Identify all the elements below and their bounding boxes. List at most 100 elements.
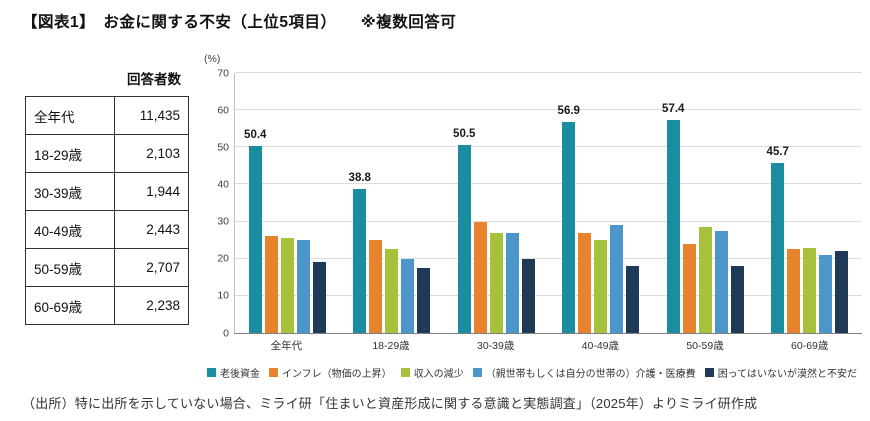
y-tick-label: 30 — [217, 215, 229, 228]
y-tick-label: 40 — [217, 178, 229, 191]
respondent-count-cell: 2,707 — [114, 248, 189, 287]
age-band-cell: 18-29歳 — [25, 134, 115, 173]
legend-swatch — [472, 368, 482, 377]
bar-series-4 — [417, 268, 431, 333]
bar-group: 50.4 — [235, 73, 340, 333]
bar-series-3 — [610, 225, 624, 333]
respondent-count-cell: 11,435 — [114, 96, 189, 135]
bar-group: 50.5 — [444, 73, 549, 333]
bar-series-4 — [835, 251, 849, 333]
x-axis-label: 50-59歳 — [686, 340, 724, 352]
bar-series-2 — [489, 232, 503, 333]
y-axis-unit: (%) — [204, 53, 221, 65]
bar-group: 57.4 — [653, 73, 758, 333]
plot-area: 0 10 20 30 40 50 60 70 50.4 38.8 50.5 56.9 57.4 45.7 — [217, 68, 862, 338]
legend-label: 収入の減少 — [413, 369, 464, 380]
table-row: 全年代 11,435 — [25, 96, 189, 135]
y-tick-label: 10 — [217, 289, 229, 302]
respondents-table-grid: 全年代 11,435 18-29歳 2,103 30-39歳 1,944 40-49歳 2,4… — [25, 96, 189, 325]
gridline — [235, 183, 862, 185]
bar-value-label: 50.4 — [244, 128, 267, 141]
table-row: 50-59歳 2,707 — [25, 248, 189, 287]
bar-series-2 — [698, 227, 712, 333]
legend-item: 困ってはいないが漠然と不安だ — [704, 365, 857, 380]
legend-swatch — [268, 368, 278, 377]
bar-series-0: 45.7 — [767, 147, 789, 333]
y-tick-label: 70 — [217, 66, 229, 79]
legend-item: 老後資金 — [206, 365, 260, 380]
x-axis-labels: 全年代 18-29歳 30-39歳 40-49歳 50-59歳 60-69歳 — [234, 338, 862, 353]
legend-item: （親世帯もしくは自分の世帯の）介護・医療費 — [472, 365, 696, 380]
age-band-cell: 40-49歳 — [25, 210, 115, 249]
respondent-count-cell: 1,944 — [114, 172, 189, 211]
bar-chart: (%) 0 10 20 30 40 50 60 70 50.4 38.8 50.5 56.9 57.4 4… — [202, 53, 862, 380]
respondent-count-cell: 2,238 — [114, 286, 189, 325]
legend-label: インフレ（物価の上昇） — [281, 369, 392, 380]
bar-series-3 — [714, 230, 728, 333]
age-band-cell: 30-39歳 — [25, 172, 115, 211]
legend-label: 困ってはいないが漠然と不安だ — [717, 369, 857, 380]
bar-series-4 — [521, 258, 535, 333]
bar-value-label: 56.9 — [557, 104, 580, 117]
legend-swatch — [400, 368, 410, 377]
table-row: 18-29歳 2,103 — [25, 134, 189, 173]
gridline — [235, 294, 862, 296]
y-tick-label: 20 — [217, 252, 229, 265]
bar-group: 45.7 — [758, 73, 863, 333]
y-tick-label: 50 — [217, 141, 229, 154]
bar-series-4 — [626, 266, 640, 333]
bar-series-4 — [730, 266, 744, 333]
bar-series-2 — [385, 249, 399, 333]
x-axis-label: 全年代 — [270, 340, 303, 352]
bar-series-3 — [401, 258, 415, 333]
bar-value-label: 57.4 — [662, 102, 685, 115]
legend: 老後資金 インフレ（物価の上昇） 収入の減少 （親世帯もしくは自分の世帯の）介護・医療… — [202, 365, 862, 380]
age-band-cell: 60-69歳 — [25, 286, 115, 325]
bar-value-label: 50.5 — [453, 128, 476, 141]
gridline — [235, 257, 862, 259]
bar-series-4 — [312, 262, 326, 333]
bar-series-2 — [594, 240, 608, 333]
bar-series-2 — [280, 238, 294, 333]
bar-series-3 — [505, 232, 519, 333]
bar-series-2 — [803, 247, 817, 333]
bar-series-1 — [473, 221, 487, 333]
respondent-count-cell: 2,443 — [114, 210, 189, 249]
respondents-table: 回答者数 全年代 11,435 18-29歳 2,103 30-39歳 1,944 40-4… — [25, 64, 189, 325]
bar-series-1 — [264, 236, 278, 333]
bar-series-0: 57.4 — [662, 103, 684, 333]
bar-series-0: 50.4 — [244, 129, 266, 333]
x-axis-label: 18-29歳 — [372, 340, 410, 352]
bar-groups: 50.4 38.8 50.5 56.9 57.4 45.7 — [235, 73, 862, 333]
bar-value-label: 38.8 — [348, 171, 371, 184]
gridline — [235, 72, 862, 73]
y-tick-label: 60 — [217, 103, 229, 116]
bar-series-1 — [369, 240, 383, 333]
source-note: （出所）特に出所を示していない場合、ミライ研「住まいと資産形成に関する意識と実態… — [22, 396, 758, 411]
respondents-tbody: 全年代 11,435 18-29歳 2,103 30-39歳 1,944 40-49歳 2,4… — [25, 96, 189, 325]
legend-swatch — [704, 368, 714, 377]
age-band-cell: 全年代 — [25, 96, 115, 135]
x-axis-label: 40-49歳 — [581, 340, 620, 352]
legend-item: 収入の減少 — [400, 365, 464, 380]
gridline — [235, 146, 862, 148]
bar-series-3 — [296, 240, 310, 333]
bar-series-1 — [682, 243, 696, 333]
age-band-cell: 50-59歳 — [25, 248, 115, 287]
gridline — [235, 220, 862, 222]
bar-value-label: 45.7 — [766, 146, 789, 159]
bar-group: 38.8 — [340, 73, 445, 333]
bar-series-1 — [578, 232, 592, 333]
table-row: 40-49歳 2,443 — [25, 210, 189, 249]
legend-label: （親世帯もしくは自分の世帯の）介護・医療費 — [485, 369, 696, 380]
table-header: 回答者数 — [127, 72, 181, 87]
bar-group: 56.9 — [549, 73, 654, 333]
legend-item: インフレ（物価の上昇） — [268, 365, 392, 380]
legend-swatch — [206, 368, 216, 377]
y-tick-label: 0 — [223, 326, 229, 339]
bar-series-1 — [787, 249, 801, 333]
respondent-count-cell: 2,103 — [114, 134, 189, 173]
legend-label: 老後資金 — [219, 369, 260, 380]
x-axis-label: 30-39歳 — [477, 340, 515, 352]
